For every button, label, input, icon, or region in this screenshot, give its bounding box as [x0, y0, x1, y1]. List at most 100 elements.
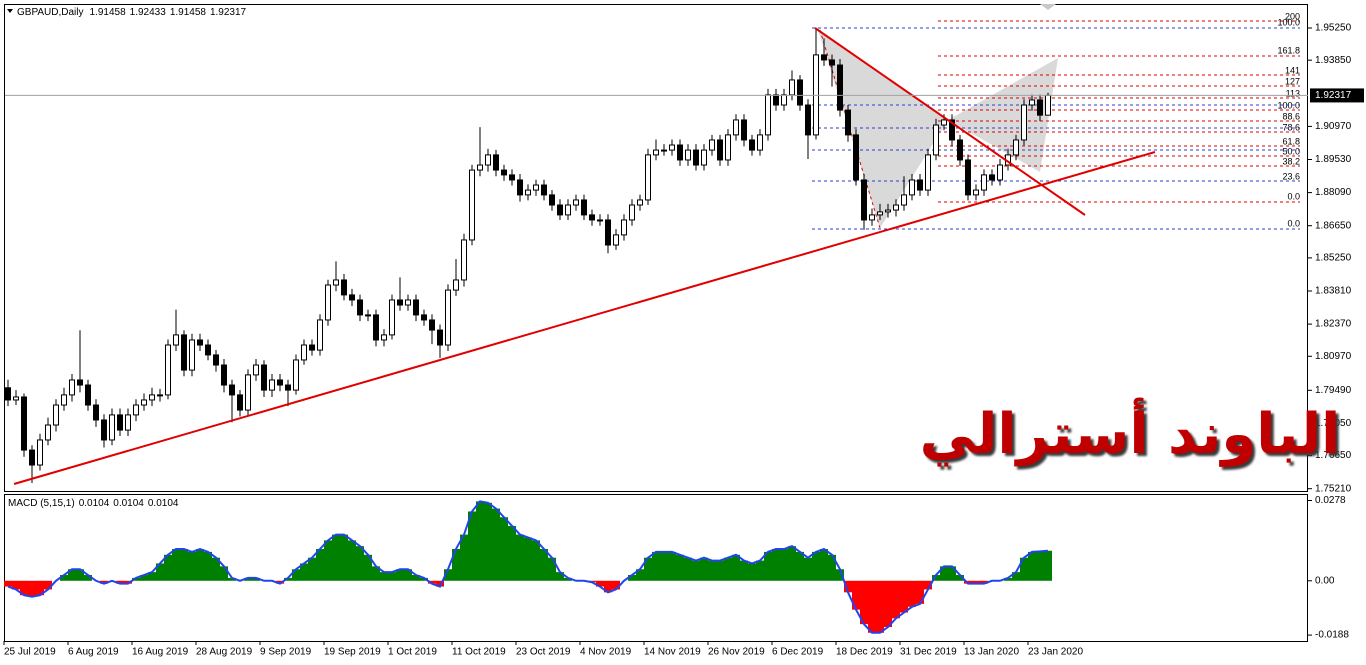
macd-bar	[20, 580, 28, 596]
candle-body	[925, 154, 931, 191]
macd-bar	[540, 549, 548, 581]
candle-body	[277, 379, 283, 386]
candle-body	[469, 169, 475, 241]
candle-body	[605, 219, 611, 246]
x-tick-label: 25 Jul 2019	[4, 647, 56, 658]
candle-body	[829, 59, 835, 66]
candle-body	[237, 394, 243, 411]
candle-body	[949, 119, 955, 141]
fib-label: 78.6	[1282, 122, 1300, 132]
macd-bar	[148, 572, 156, 581]
x-tick-label: 23 Oct 2019	[516, 647, 571, 658]
fib-label: 0.0	[1287, 191, 1300, 201]
macd-bar	[276, 580, 284, 584]
macd-bar	[1004, 577, 1012, 581]
fib-levels: 200100.0161.8141127113100.088.678.661.85…	[812, 11, 1300, 230]
candle-body	[1037, 99, 1043, 116]
candle-body	[141, 399, 147, 406]
macd-bar	[284, 577, 292, 581]
fib-label: 113	[1286, 88, 1300, 98]
x-tick-label: 6 Aug 2019	[68, 647, 119, 658]
candle-body	[909, 179, 915, 196]
fib-label: 141	[1285, 65, 1300, 75]
macd-main-value: 0.0104	[79, 498, 110, 509]
macd-bar	[1020, 557, 1028, 581]
macd-bar	[732, 554, 740, 581]
macd-bar	[380, 572, 388, 581]
candle-body	[1021, 104, 1027, 141]
macd-bar	[804, 557, 812, 581]
macd-bar	[636, 569, 644, 581]
macd-bar	[956, 575, 964, 581]
candle-body	[429, 319, 435, 331]
x-tick-label: 26 Nov 2019	[708, 647, 765, 658]
main-panel-frame	[4, 4, 1308, 492]
macd-bar	[452, 549, 460, 581]
fib-label: 61.8	[1282, 136, 1300, 146]
candle-body	[173, 334, 179, 346]
macd-bar	[396, 569, 404, 581]
candle-body	[509, 174, 515, 181]
macd-bar	[28, 580, 36, 597]
candle-body	[669, 144, 675, 151]
macd-bar	[116, 580, 124, 584]
macd-bar	[740, 560, 748, 581]
candle-body	[229, 384, 235, 396]
macd-signal-line	[7, 500, 1049, 634]
candle-body	[805, 104, 811, 136]
candle-body	[917, 179, 923, 191]
macd-bar	[188, 551, 196, 581]
macd-bar	[852, 580, 860, 610]
macd-bar	[596, 580, 604, 587]
candle-body	[677, 144, 683, 161]
x-tick-label: 9 Sep 2019	[260, 647, 312, 658]
candle-body	[589, 214, 595, 221]
menu-arrow[interactable]	[7, 9, 13, 13]
macd-bar	[836, 569, 844, 581]
candle-body	[205, 344, 211, 356]
x-tick-label: 28 Aug 2019	[196, 647, 253, 658]
candle-body	[437, 329, 443, 346]
macd-bar	[476, 501, 484, 581]
candle-body	[781, 94, 787, 106]
macd-bar	[612, 580, 620, 590]
macd-bar	[684, 557, 692, 581]
candle-body	[733, 119, 739, 136]
chart-header: GBPAUD,Daily 1.91458 1.92433 1.91458 1.92317	[17, 7, 247, 18]
pattern-tip	[1040, 4, 1056, 10]
candle-body	[533, 184, 539, 191]
candle-body	[85, 384, 91, 406]
macd-bar	[436, 580, 444, 587]
header-close: 1.92317	[210, 7, 247, 18]
macd-bar	[668, 551, 676, 581]
macd-bar	[876, 580, 884, 633]
macd-bar	[12, 580, 20, 590]
macd-bar	[692, 560, 700, 581]
macd-bar	[404, 569, 412, 581]
candle-body	[253, 364, 259, 376]
candle-body	[397, 299, 403, 306]
candle-body	[581, 199, 587, 216]
candle-body	[821, 54, 827, 61]
candle-body	[421, 314, 427, 321]
candle-body	[973, 189, 979, 196]
macd-bar	[556, 572, 564, 581]
macd-bar	[604, 580, 612, 593]
macd-panel-frame	[4, 494, 1308, 642]
candle-body	[493, 154, 499, 171]
macd-bar	[812, 551, 820, 581]
macd-bar	[716, 560, 724, 581]
macd-bar	[972, 580, 980, 584]
candle-body	[125, 414, 131, 431]
macd-bar	[348, 540, 356, 581]
macd-bar	[780, 549, 788, 581]
macd-bar	[332, 534, 340, 581]
x-tick-label: 31 Dec 2019	[900, 647, 957, 658]
trendlines	[13, 27, 1156, 485]
candle-body	[997, 164, 1003, 181]
candle-body	[757, 134, 763, 151]
macd-bar	[1028, 551, 1036, 581]
macd-bar	[916, 580, 924, 604]
candle-body	[373, 314, 379, 341]
y-tick-label: 1.76650	[1315, 450, 1352, 461]
